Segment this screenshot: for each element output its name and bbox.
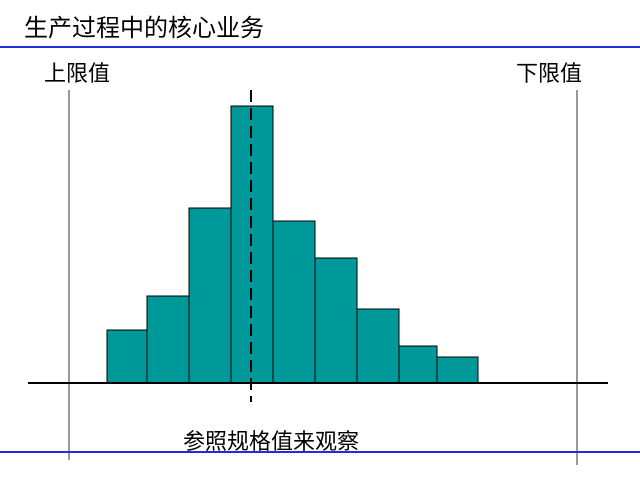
histogram-bar-6 — [314, 257, 358, 384]
histogram-bar-2 — [146, 295, 190, 384]
bottom-divider — [0, 451, 640, 453]
histogram-bar-9 — [436, 356, 479, 384]
chart-caption: 参照规格值来观察 — [183, 430, 360, 455]
page-title: 生产过程中的核心业务 — [24, 14, 264, 42]
top-divider — [0, 46, 640, 48]
histogram-bar-7 — [356, 308, 400, 384]
histogram-bar-3 — [188, 207, 232, 384]
upper-limit-label: 上限值 — [44, 62, 111, 87]
histogram-bar-1 — [106, 329, 148, 384]
histogram-bar-8 — [398, 345, 438, 384]
histogram-bars — [106, 105, 479, 384]
lower-limit-label: 下限值 — [516, 62, 583, 87]
histogram-bar-5 — [272, 220, 316, 384]
